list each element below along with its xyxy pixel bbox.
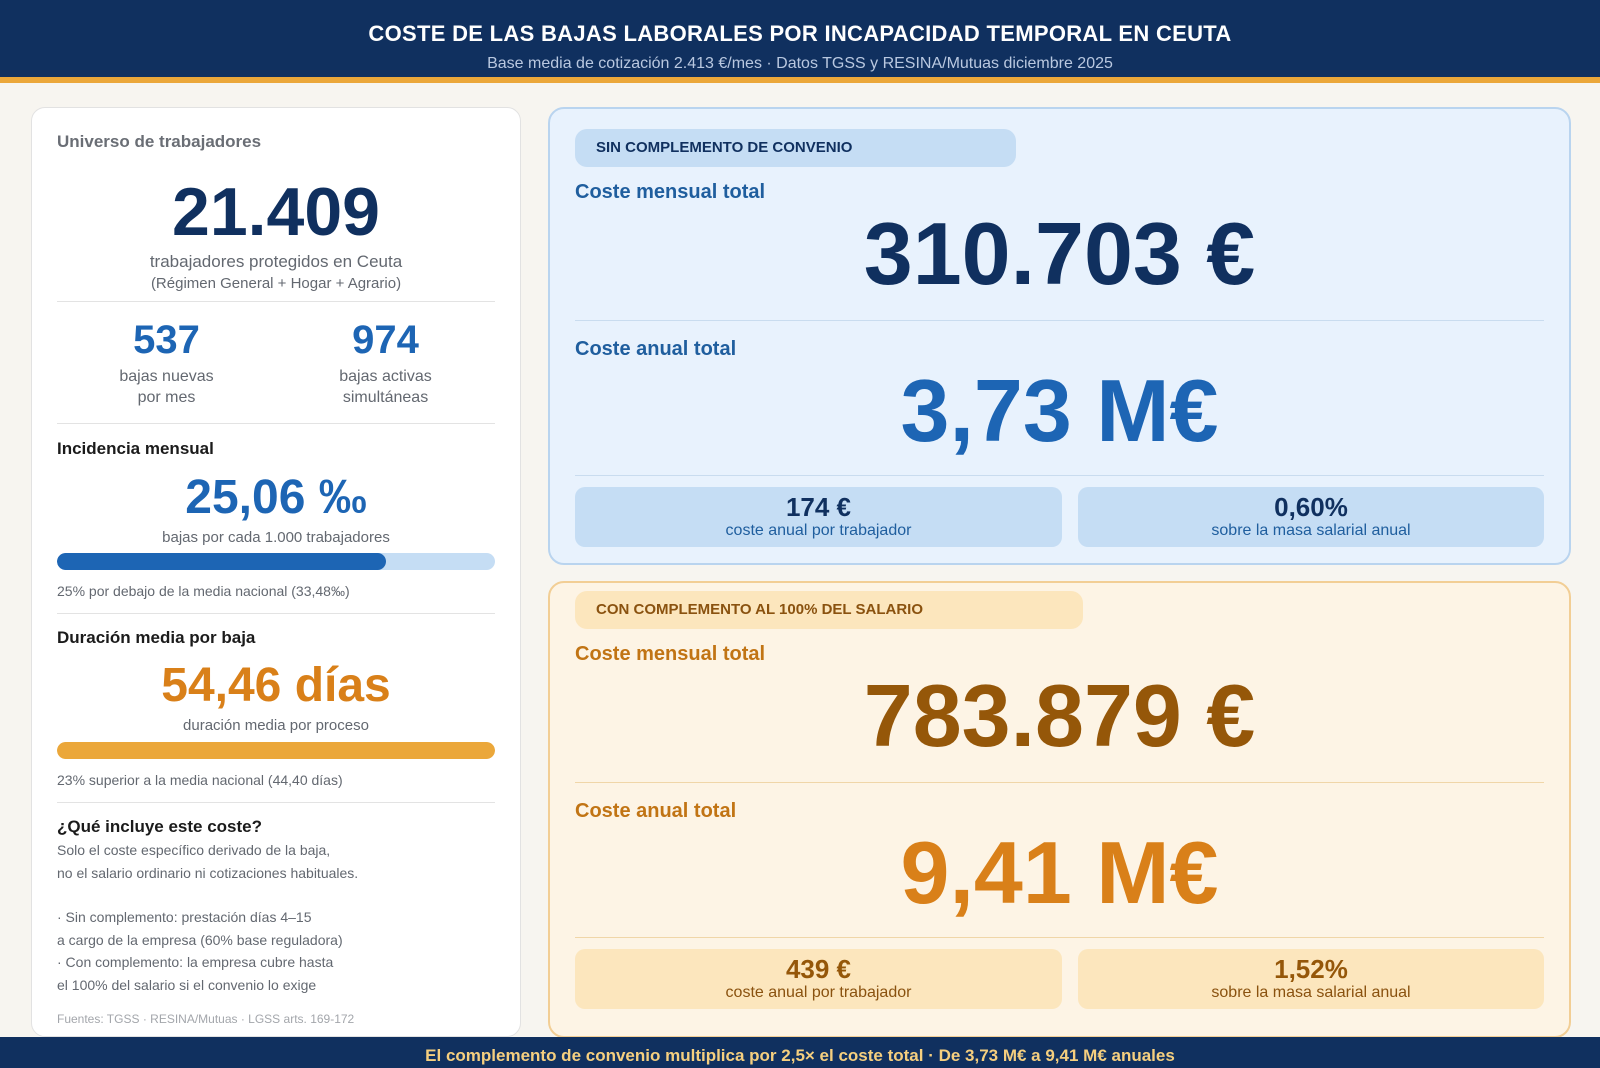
new-leaves-caption-2: por mes bbox=[137, 389, 196, 406]
payroll-share-caption: sobre la masa salarial anual bbox=[1211, 521, 1411, 539]
payroll-share-value: 0,60% bbox=[1274, 492, 1348, 522]
payroll-share-value: 1,52% bbox=[1274, 954, 1348, 984]
footer-banner: El complemento de convenio multiplica po… bbox=[0, 1037, 1600, 1068]
divider bbox=[57, 802, 495, 803]
leave-counts: 537 bajas nuevas por mes 974 bajas activ… bbox=[57, 320, 495, 408]
no-complement-card: SIN COMPLEMENTO DE CONVENIO Coste mensua… bbox=[548, 107, 1571, 565]
incidence-title: Incidencia mensual bbox=[57, 439, 214, 458]
cost-per-worker-stat: 439 € coste anual por trabajador bbox=[575, 949, 1062, 1009]
incidence-note: 25% por debajo de la media nacional (33,… bbox=[57, 583, 350, 599]
no-complement-stats: 174 € coste anual por trabajador 0,60% s… bbox=[575, 487, 1544, 547]
cost-per-worker-caption: coste anual por trabajador bbox=[725, 521, 912, 539]
duration-bar bbox=[57, 742, 495, 759]
no-complement-badge: SIN COMPLEMENTO DE CONVENIO bbox=[575, 129, 1016, 167]
monthly-cost-value: 783.879 € bbox=[863, 666, 1256, 765]
monthly-cost-label: Coste mensual total bbox=[575, 643, 766, 665]
divider bbox=[575, 782, 1544, 783]
active-leaves-caption-1: bajas activas bbox=[339, 368, 432, 385]
full-complement-badge: CON COMPLEMENTO AL 100% DEL SALARIO bbox=[575, 591, 1083, 629]
full-complement-card: CON COMPLEMENTO AL 100% DEL SALARIO Cost… bbox=[548, 581, 1571, 1038]
divider bbox=[57, 613, 495, 614]
divider bbox=[575, 937, 1544, 938]
includes-text: Solo el coste específico derivado de la … bbox=[57, 842, 359, 881]
divider bbox=[575, 320, 1544, 321]
annual-cost-value: 3,73 M€ bbox=[900, 361, 1219, 460]
cost-per-worker-value: 439 € bbox=[785, 954, 852, 984]
payroll-share-caption: sobre la masa salarial anual bbox=[1211, 983, 1411, 1001]
new-leaves-value: 537 bbox=[133, 318, 200, 362]
new-leaves-stat: 537 bajas nuevas por mes bbox=[57, 320, 276, 408]
workers-count: 21.409 bbox=[172, 174, 380, 250]
annual-cost-value: 9,41 M€ bbox=[900, 823, 1219, 922]
workers-caption: trabajadores protegidos en Ceuta bbox=[149, 252, 403, 271]
cost-per-worker-value: 174 € bbox=[785, 492, 852, 522]
active-leaves-value: 974 bbox=[352, 318, 419, 362]
active-leaves-caption-2: simultáneas bbox=[342, 389, 429, 406]
payroll-share-stat: 1,52% sobre la masa salarial anual bbox=[1078, 949, 1544, 1009]
incidence-caption: bajas por cada 1.000 trabajadores bbox=[162, 529, 390, 546]
includes-list: · Sin complemento: prestación días 4–15 … bbox=[57, 909, 343, 993]
incidence-bar bbox=[57, 553, 495, 570]
duration-title: Duración media por baja bbox=[57, 628, 256, 647]
universe-label: Universo de trabajadores bbox=[57, 132, 262, 151]
divider bbox=[57, 301, 495, 302]
payroll-share-stat: 0,60% sobre la masa salarial anual bbox=[1078, 487, 1544, 547]
new-leaves-caption-1: bajas nuevas bbox=[119, 368, 214, 385]
annual-cost-label: Coste anual total bbox=[575, 800, 737, 822]
incidence-bar-fill bbox=[57, 553, 386, 570]
divider bbox=[575, 475, 1544, 476]
full-complement-stats: 439 € coste anual por trabajador 1,52% s… bbox=[575, 949, 1544, 1009]
incidence-value: 25,06 ‰ bbox=[185, 471, 367, 524]
cost-per-worker-caption: coste anual por trabajador bbox=[725, 983, 912, 1001]
duration-value: 54,46 días bbox=[161, 659, 391, 712]
page-title: COSTE DE LAS BAJAS LABORALES POR INCAPAC… bbox=[368, 21, 1232, 46]
duration-note: 23% superior a la media nacional (44,40 … bbox=[57, 772, 343, 788]
workers-regime-note: (Régimen General + Hogar + Agrario) bbox=[150, 275, 402, 292]
duration-caption: duración media por proceso bbox=[183, 717, 369, 734]
cost-per-worker-stat: 174 € coste anual por trabajador bbox=[575, 487, 1062, 547]
annual-cost-label: Coste anual total bbox=[575, 338, 737, 360]
monthly-cost-label: Coste mensual total bbox=[575, 181, 766, 203]
summary-panel: Universo de trabajadores 21.409 trabajad… bbox=[31, 107, 521, 1037]
page-header: COSTE DE LAS BAJAS LABORALES POR INCAPAC… bbox=[0, 0, 1600, 83]
includes-title: ¿Qué incluye este coste? bbox=[57, 817, 263, 836]
sources-note: Fuentes: TGSS · RESINA/Mutuas · LGSS art… bbox=[57, 1012, 355, 1026]
monthly-cost-value: 310.703 € bbox=[863, 204, 1256, 303]
duration-bar-fill bbox=[57, 742, 495, 759]
active-leaves-stat: 974 bajas activas simultáneas bbox=[276, 320, 495, 408]
divider bbox=[57, 423, 495, 424]
page-subtitle: Base media de cotización 2.413 €/mes · D… bbox=[487, 55, 1113, 72]
